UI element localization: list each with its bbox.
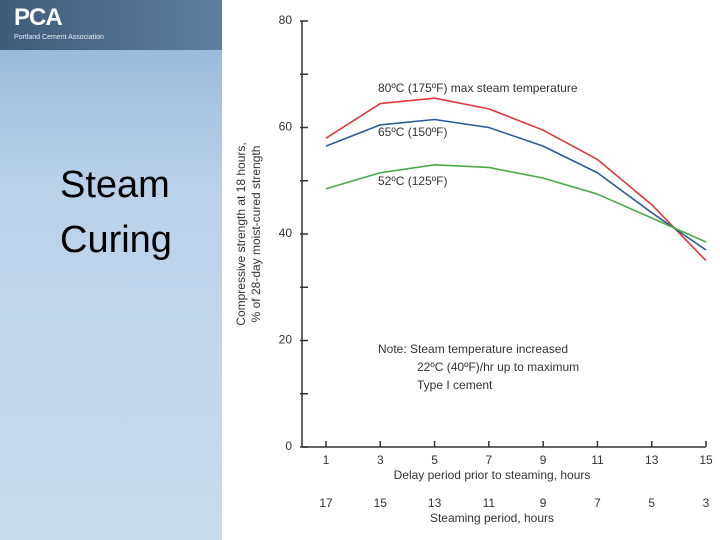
x2-tick-label: 7 xyxy=(594,496,601,510)
x-tick-label: 9 xyxy=(540,453,547,467)
x-tick-label: 3 xyxy=(377,453,384,467)
slide-title: Steam Curing xyxy=(60,158,172,268)
x2-tick-label: 13 xyxy=(428,496,442,510)
x-tick-label: 13 xyxy=(645,453,659,467)
note-line: 22ºC (40ºF)/hr up to maximum xyxy=(417,360,579,374)
title-line: Curing xyxy=(60,219,172,261)
x-axis-label: Delay period prior to steaming, hours xyxy=(394,468,591,482)
x-tick-label: 11 xyxy=(591,453,604,467)
series-line xyxy=(325,163,707,243)
plot-background xyxy=(228,0,720,540)
side-panel: PCA Portland Cement Association Steam Cu… xyxy=(0,0,222,540)
x2-tick-label: 15 xyxy=(374,496,388,510)
x-tick-label: 5 xyxy=(431,453,438,467)
x2-tick-label: 9 xyxy=(540,496,547,510)
y-axis-label: % of 28-day moist-cured strength xyxy=(249,146,263,323)
note-line: Type I cement xyxy=(417,378,493,392)
header-bar: PCA Portland Cement Association xyxy=(0,0,222,50)
organization: Portland Cement Association xyxy=(14,34,104,41)
series-line xyxy=(325,97,707,262)
series-label: 80ºC (175ºF) max steam temperature xyxy=(378,81,578,95)
series-label: 52ºC (125ºF) xyxy=(378,174,447,188)
y-axis-label: Compressive strength at 18 hours, xyxy=(234,142,248,325)
x2-tick-label: 17 xyxy=(319,496,333,510)
y-tick-label: 60 xyxy=(279,120,293,134)
x2-tick-label: 11 xyxy=(483,496,496,510)
x-tick-label: 1 xyxy=(323,453,330,467)
series-line xyxy=(325,118,707,251)
note-line: Note: Steam temperature increased xyxy=(378,342,568,356)
x2-axis-label: Steaming period, hours xyxy=(430,511,554,525)
series-label: 65ºC (150ºF) xyxy=(378,125,447,139)
y-tick-label: 20 xyxy=(279,333,293,347)
y-tick-label: 0 xyxy=(285,439,292,453)
x2-tick-label: 5 xyxy=(648,496,655,510)
x-tick-label: 7 xyxy=(486,453,493,467)
y-tick-label: 80 xyxy=(279,13,293,27)
x2-tick-label: 3 xyxy=(703,496,710,510)
y-tick-label: 40 xyxy=(279,226,293,240)
x-tick-label: 15 xyxy=(699,453,713,467)
title-line: Steam xyxy=(60,164,170,206)
logo: PCA xyxy=(14,4,63,31)
